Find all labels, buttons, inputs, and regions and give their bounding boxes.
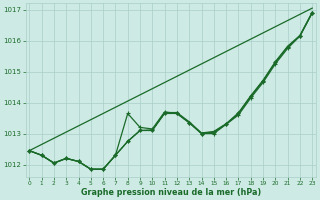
X-axis label: Graphe pression niveau de la mer (hPa): Graphe pression niveau de la mer (hPa) [81,188,261,197]
